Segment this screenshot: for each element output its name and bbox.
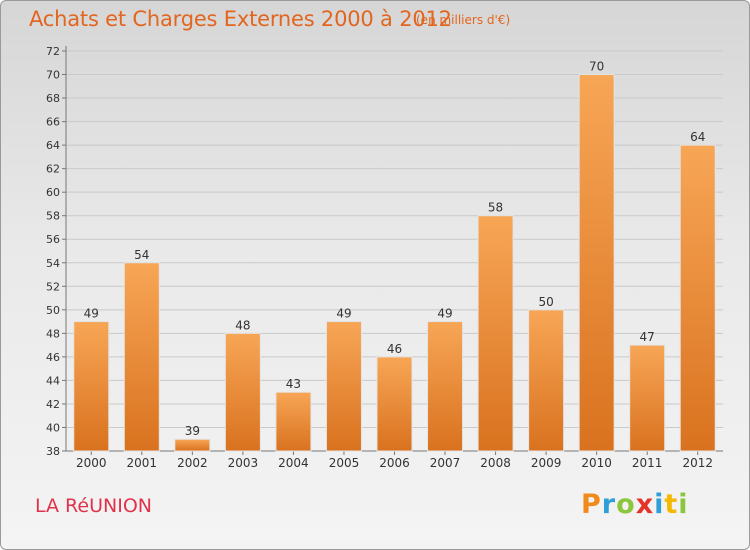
- y-tick-label: 40: [46, 421, 60, 434]
- bar-2012: [679, 144, 716, 452]
- bar-2009: [528, 309, 565, 452]
- y-tick-label: 48: [46, 327, 60, 340]
- bar-2000: [73, 321, 110, 452]
- bars: [73, 74, 716, 452]
- x-tick-label: 2010: [581, 456, 612, 470]
- y-tick-label: 56: [46, 233, 60, 246]
- y-tick-label: 44: [46, 374, 60, 387]
- data-label: 70: [589, 60, 604, 74]
- bar-2002: [174, 438, 211, 452]
- x-tick-label: 2002: [177, 456, 208, 470]
- x-tick-label: 2007: [430, 456, 461, 470]
- proxiti-logo: Proxiti: [581, 489, 689, 520]
- x-tick-label: 2011: [632, 456, 663, 470]
- logo-letter: t: [664, 489, 679, 520]
- data-label: 54: [134, 248, 149, 262]
- x-tick-label: 2000: [76, 456, 107, 470]
- y-tick-label: 52: [46, 280, 60, 293]
- data-label: 48: [235, 318, 250, 332]
- data-label: 43: [286, 377, 301, 391]
- x-tick-label: 2006: [379, 456, 410, 470]
- labels: 38 40 42 44 46 48 50 52 54 56 58 60 62 64 66 68 70 72 49 20…: [46, 45, 713, 470]
- y-tick-label: 70: [46, 69, 60, 82]
- y-tick-label: 42: [46, 398, 60, 411]
- chart-unit: (en milliers d'€): [416, 13, 511, 27]
- bar-2004: [275, 391, 312, 452]
- y-tick-label: 64: [46, 139, 60, 152]
- x-tick-label: 2004: [278, 456, 309, 470]
- y-tick-label: 58: [46, 210, 60, 223]
- y-tick-label: 50: [46, 304, 60, 317]
- data-label: 49: [336, 307, 351, 321]
- x-tick-label: 2005: [329, 456, 360, 470]
- x-tick-label: 2001: [127, 456, 158, 470]
- y-tick-label: 66: [46, 116, 60, 129]
- logo-letter: P: [581, 489, 602, 520]
- logo-letter: i: [678, 489, 689, 520]
- bar-2003: [224, 332, 261, 452]
- x-tick-label: 2003: [228, 456, 259, 470]
- y-tick-label: 68: [46, 92, 60, 105]
- y-tick-label: 38: [46, 445, 60, 458]
- x-tick-label: 2012: [682, 456, 713, 470]
- bar-2008: [477, 215, 514, 452]
- data-label: 49: [437, 307, 452, 321]
- bar-2005: [325, 321, 362, 452]
- logo-letter: r: [601, 489, 617, 520]
- y-tick-label: 60: [46, 186, 60, 199]
- data-label: 47: [640, 330, 655, 344]
- data-label: 50: [538, 295, 553, 309]
- x-tick-label: 2009: [531, 456, 562, 470]
- bar-2011: [629, 344, 666, 452]
- region-name: LA RéUNION: [35, 495, 152, 517]
- y-tick-label: 46: [46, 351, 60, 364]
- data-label: 58: [488, 201, 503, 215]
- logo-letter: i: [654, 489, 665, 520]
- y-tick-label: 72: [46, 45, 60, 58]
- data-label: 49: [84, 307, 99, 321]
- data-label: 39: [185, 424, 200, 438]
- bar-2007: [427, 321, 464, 452]
- bar-2001: [123, 262, 160, 452]
- y-tick-label: 62: [46, 163, 60, 176]
- logo-letter: x: [635, 489, 655, 520]
- chart-title: Achats et Charges Externes 2000 à 2012: [29, 7, 452, 31]
- x-tick-label: 2008: [480, 456, 511, 470]
- data-label: 46: [387, 342, 402, 356]
- data-label: 64: [690, 130, 705, 144]
- bar-2010: [578, 74, 615, 452]
- bar-2006: [376, 356, 413, 452]
- y-tick-label: 54: [46, 257, 60, 270]
- logo-letter: o: [616, 489, 636, 520]
